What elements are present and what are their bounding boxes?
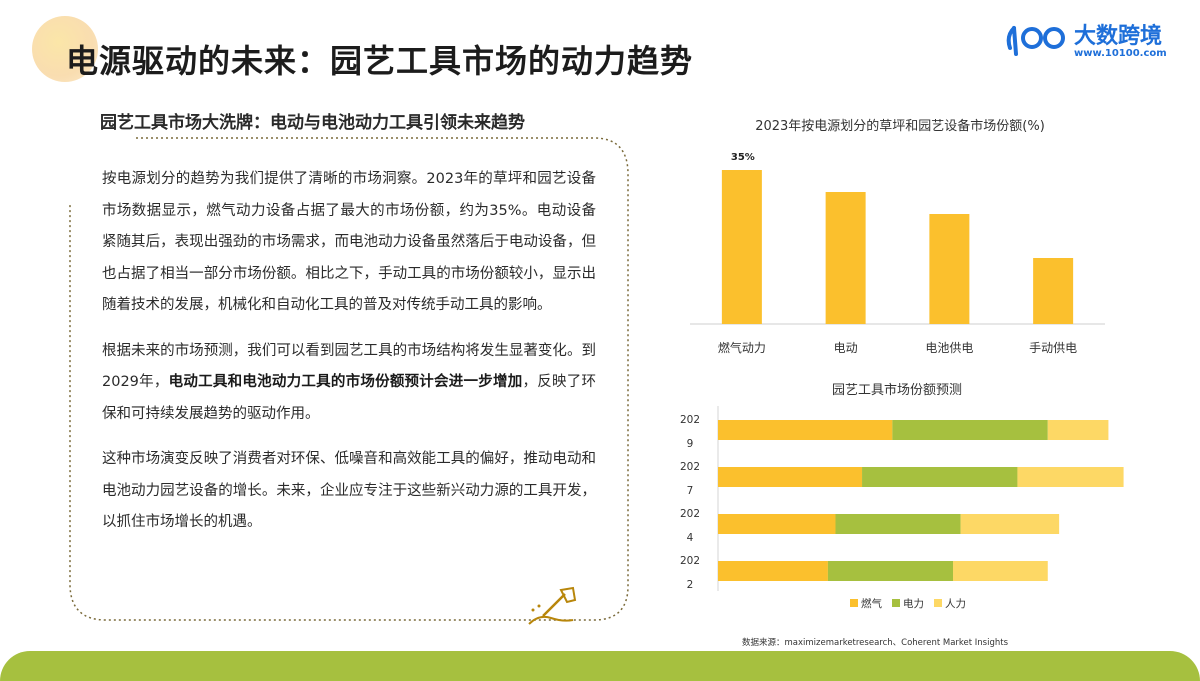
y-tick-label-1-a: 202 xyxy=(680,414,700,426)
bar-row4-1 xyxy=(718,561,828,581)
y-tick-label-2-b: 7 xyxy=(687,485,694,497)
y-tick-label-4-b: 2 xyxy=(687,579,694,591)
bar-row2-1 xyxy=(718,467,863,487)
chart-title: 2023年按电源划分的草坪和园艺设备市场份额(%) xyxy=(755,118,1045,134)
bar-row4-3 xyxy=(953,561,1048,581)
bar-row3-3 xyxy=(960,514,1060,534)
x-tick-label-4: 手动供电 xyxy=(1029,341,1077,355)
data-label-1: 35% xyxy=(731,152,755,163)
section-subtitle: 园艺工具市场大洗牌：电动与电池动力工具引领未来趋势 xyxy=(100,113,525,133)
bar-row2-2 xyxy=(862,467,1018,487)
x-tick-label-2: 电动 xyxy=(834,341,858,355)
bottom-bar xyxy=(0,651,1200,681)
data-source: 数据来源：maximizemarketresearch、Coherent Mar… xyxy=(742,638,1009,648)
legend-label-2: 电力 xyxy=(903,597,924,610)
legend-swatch-1 xyxy=(850,599,858,607)
bar-2 xyxy=(825,192,866,324)
logo-brand-name: 大数跨境 xyxy=(1074,24,1163,49)
y-tick-label-1-b: 9 xyxy=(687,438,694,450)
paragraph-3: 这种市场演变反映了消费者对环保、低噪音和高效能工具的偏好，推动电动和电池动力园艺… xyxy=(102,451,596,530)
legend-swatch-3 xyxy=(934,599,942,607)
bar-row1-2 xyxy=(892,420,1048,440)
paragraph-1: 按电源划分的趋势为我们提供了清晰的市场洞察。2023年的草坪和园艺设备市场数据显… xyxy=(102,171,596,313)
bar-row1-1 xyxy=(718,420,893,440)
y-tick-label-2-a: 202 xyxy=(680,461,700,473)
x-tick-label-1: 燃气动力 xyxy=(718,340,766,355)
bar-chart-2023: 2023年按电源划分的草坪和园艺设备市场份额(%) 35% 燃气动力 电动 电池供电 手动… xyxy=(690,118,1105,355)
y-tick-label-3-b: 4 xyxy=(687,532,694,544)
paragraph-2-start: 根据未来的市场预测，我们可以看到园艺工具的市场结构将发生显著变化。到2029年， xyxy=(102,342,596,391)
bar-row2-3 xyxy=(1017,467,1124,487)
paragraph-2: 根据未来的市场预测，我们可以看到园艺工具的市场结构将发生显著变化。到2029年，… xyxy=(102,336,596,431)
bar-row4-2 xyxy=(827,561,954,581)
bar-row3-2 xyxy=(835,514,961,534)
bar-row3-1 xyxy=(718,514,836,534)
bar-3 xyxy=(929,214,970,324)
chart-title: 园艺工具市场份额预测 xyxy=(832,382,962,398)
bar-row1-3 xyxy=(1047,420,1109,440)
legend-label-1: 燃气 xyxy=(861,597,882,610)
y-tick-label-4-a: 202 xyxy=(680,555,700,567)
y-tick-label-3-a: 202 xyxy=(680,508,700,520)
paragraph-2-end: ，反映了环保和可持续发展趋势的驱动作用。 xyxy=(102,374,597,422)
paragraph-2-highlight: 电动工具和电池动力工具的市场份额预计会进一步增加 xyxy=(168,374,523,390)
logo-mark-icon xyxy=(1006,26,1065,56)
x-tick-label-3: 电池供电 xyxy=(925,341,973,355)
title-decoration-circle xyxy=(32,16,98,82)
logo-url: www.10100.com xyxy=(1074,48,1167,59)
legend-label-3: 人力 xyxy=(945,597,966,610)
page-title: 电源驱动的未来：园艺工具市场的动力趋势 xyxy=(66,42,694,80)
bar-1 xyxy=(721,170,762,324)
brand-logo[interactable]: 大数跨境 www.10100.com xyxy=(1004,18,1174,64)
shovel-icon xyxy=(528,586,577,625)
body-text: 按电源划分的趋势为我们提供了清晰的市场洞察。2023年的草坪和园艺设备市场数据显… xyxy=(102,164,596,553)
bar-4 xyxy=(1033,258,1074,324)
legend-swatch-2 xyxy=(892,599,900,607)
stacked-bar-forecast: 园艺工具市场份额预测 202 9 202 7 202 4 202 2 燃气 电力 人力 xyxy=(680,382,1124,610)
